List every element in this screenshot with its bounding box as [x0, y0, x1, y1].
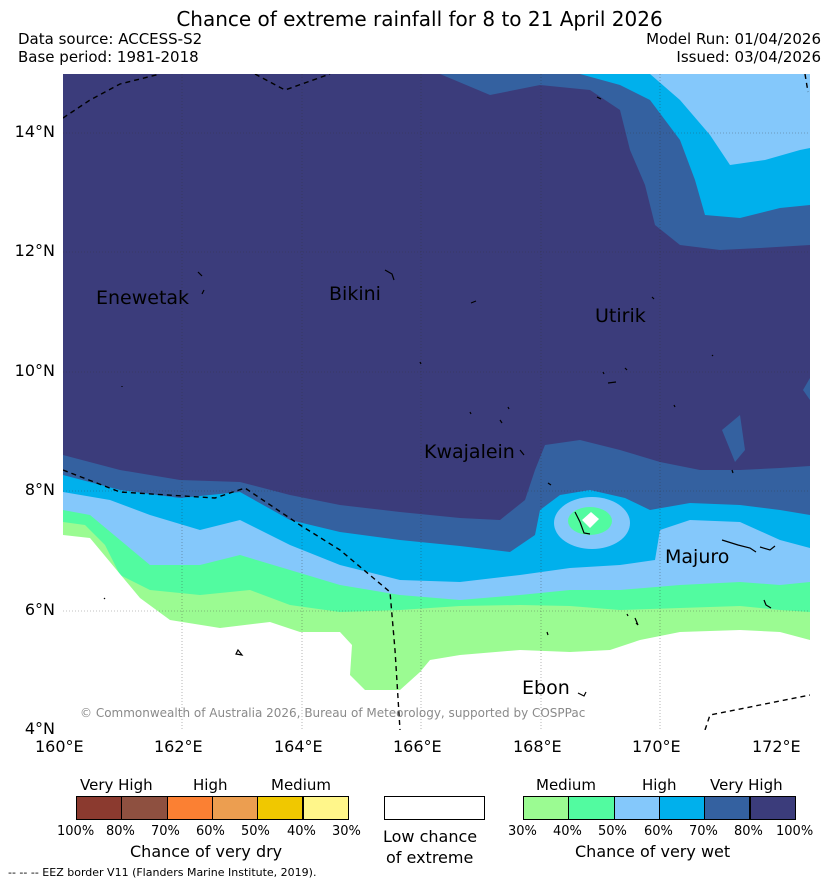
- zone-wet-70-80-east: [722, 415, 745, 462]
- wet-tick: 30%: [508, 824, 537, 839]
- dry-tick: 80%: [106, 824, 135, 839]
- dry-swatch: [121, 796, 168, 820]
- lon-label-168e: 168°E: [513, 737, 562, 756]
- dry-swatch: [302, 796, 349, 820]
- lat-label-4n: 4°N: [24, 719, 55, 738]
- dry-level-very-high: Very High: [80, 776, 153, 794]
- place-ebon: Ebon: [522, 677, 570, 699]
- lat-label-14n: 14°N: [14, 122, 55, 141]
- wet-swatch: [613, 796, 660, 820]
- place-utirik: Utirik: [595, 305, 646, 327]
- wet-tick: 70%: [689, 824, 718, 839]
- copyright-notice: © Commonwealth of Australia 2026, Bureau…: [80, 706, 586, 720]
- dry-tick: 100%: [57, 824, 95, 839]
- wet-colorbar-title: Chance of very wet: [575, 842, 731, 861]
- issued-label: Issued: 03/04/2026: [676, 48, 821, 66]
- wet-tick: 60%: [644, 824, 673, 839]
- dry-tick: 70%: [151, 824, 180, 839]
- map-title: Chance of extreme rainfall for 8 to 21 A…: [176, 7, 663, 31]
- zone-wet-70-80-east-edge: [803, 378, 810, 400]
- dry-level-medium: Medium: [271, 776, 331, 794]
- data-source-label: Data source: ACCESS-S2: [18, 30, 203, 48]
- spot-low-chance: [582, 512, 599, 528]
- wet-swatch: [658, 796, 706, 820]
- place-majuro: Majuro: [665, 546, 730, 568]
- wet-tick: 80%: [734, 824, 763, 839]
- graticule: [63, 74, 810, 730]
- zone-low-chance: [63, 535, 810, 730]
- lon-label-170e: 170°E: [632, 737, 681, 756]
- lon-label-164e: 164°E: [274, 737, 323, 756]
- wet-swatch: [568, 796, 615, 820]
- probability-field: [63, 74, 810, 730]
- wet-level-very-high: Very High: [710, 776, 783, 794]
- lon-label-172e: 172°E: [752, 737, 801, 756]
- eez-border-note: -- -- -- EEZ border V11 (Flanders Marine…: [8, 866, 317, 879]
- atolls: [103, 96, 776, 697]
- low-chance-label-2: of extreme: [386, 848, 474, 867]
- lon-label-160e: 160°E: [35, 737, 84, 756]
- model-run-label: Model Run: 01/04/2026: [646, 30, 821, 48]
- dry-level-high: High: [193, 776, 228, 794]
- dry-swatch: [257, 796, 304, 820]
- wet-tick: 50%: [598, 824, 627, 839]
- place-kwajalein: Kwajalein: [424, 441, 515, 463]
- dry-tick: 60%: [196, 824, 225, 839]
- wet-tick: 100%: [776, 824, 814, 839]
- wet-level-medium: Medium: [536, 776, 596, 794]
- wet-swatch: [523, 796, 570, 820]
- zone-wet-50-60-north: [650, 74, 810, 165]
- place-bikini: Bikini: [329, 283, 381, 305]
- lat-label-12n: 12°N: [14, 241, 55, 260]
- dry-swatch: [166, 796, 213, 820]
- lat-label-6n: 6°N: [24, 600, 55, 619]
- place-enewetak: Enewetak: [96, 287, 190, 309]
- base-period-label: Base period: 1981-2018: [18, 48, 199, 66]
- dry-colorbar-title: Chance of very dry: [130, 842, 283, 861]
- low-chance-swatch: [384, 796, 485, 820]
- lon-label-166e: 166°E: [393, 737, 442, 756]
- dry-tick: 50%: [241, 824, 270, 839]
- wet-swatch: [749, 796, 796, 820]
- wet-level-high: High: [642, 776, 677, 794]
- wet-swatch: [704, 796, 751, 820]
- dry-tick: 30%: [332, 824, 361, 839]
- lat-label-10n: 10°N: [14, 361, 55, 380]
- eez-border: [63, 74, 810, 730]
- low-chance-label-1: Low chance: [383, 827, 478, 846]
- dry-swatch: [211, 796, 259, 820]
- lat-label-8n: 8°N: [24, 480, 55, 499]
- wet-tick: 40%: [553, 824, 582, 839]
- dry-tick: 40%: [287, 824, 316, 839]
- dry-swatch: [76, 796, 123, 820]
- lon-label-162e: 162°E: [154, 737, 203, 756]
